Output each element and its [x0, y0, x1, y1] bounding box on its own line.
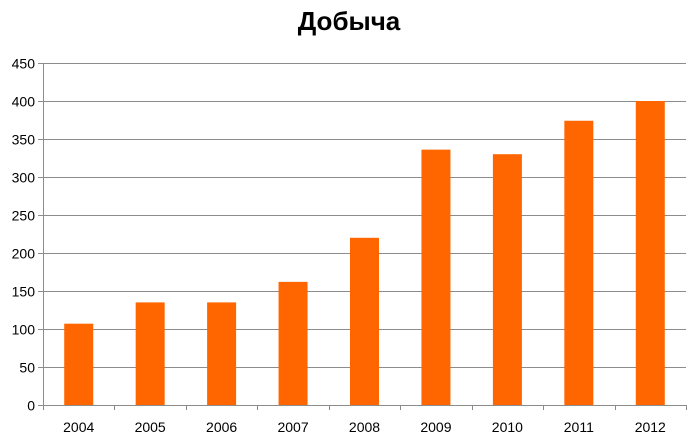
- bar-2005: [135, 302, 165, 405]
- bar-2011: [564, 120, 594, 405]
- x-tick-label: 2010: [492, 419, 523, 435]
- bar-2009: [421, 149, 451, 405]
- y-tick-label: 350: [12, 132, 36, 148]
- bar-2010: [492, 154, 522, 405]
- y-tick-label: 150: [12, 284, 36, 300]
- bar-2007: [278, 281, 308, 405]
- y-tick-label: 200: [12, 246, 36, 262]
- x-tick-label: 2008: [349, 419, 380, 435]
- y-tick-label: 50: [19, 360, 35, 376]
- axes: [38, 63, 687, 410]
- y-tick-label: 450: [12, 56, 36, 72]
- chart-title: Добыча: [297, 6, 401, 36]
- x-tick-labels: 2004 2005 2006 2007 2008 2009 2010 2011 2012: [63, 419, 666, 435]
- y-tick-label: 100: [12, 322, 36, 338]
- x-tick-label: 2012: [635, 419, 666, 435]
- bar-2012: [635, 101, 665, 405]
- x-tick-label: 2011: [564, 419, 594, 435]
- bars: [64, 101, 665, 405]
- bar-2004: [64, 323, 94, 405]
- x-tick-label: 2007: [277, 419, 308, 435]
- bar-2006: [207, 302, 237, 405]
- y-tick-label: 0: [27, 398, 35, 414]
- x-tick-label: 2005: [135, 419, 166, 435]
- bar-2008: [350, 237, 379, 405]
- y-tick-label: 300: [12, 170, 36, 186]
- x-tick-label: 2009: [420, 419, 451, 435]
- x-tick-label: 2006: [206, 419, 237, 435]
- y-tick-labels: 0 50 100 150 200 250 300 350 400 450: [12, 56, 36, 414]
- x-tick-label: 2004: [63, 419, 94, 435]
- y-tick-label: 400: [12, 94, 36, 110]
- y-tick-label: 250: [12, 208, 36, 224]
